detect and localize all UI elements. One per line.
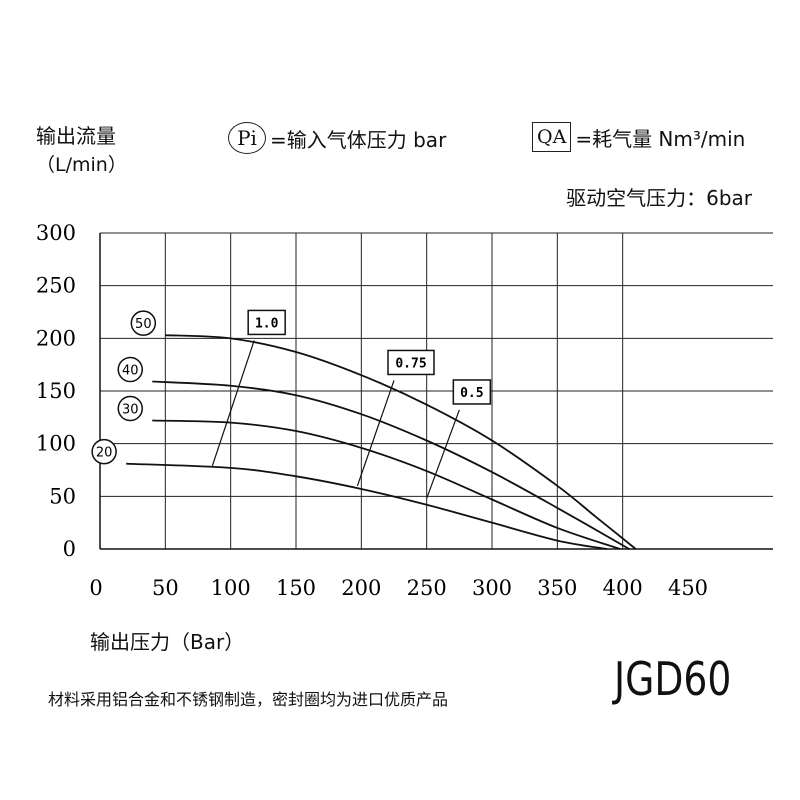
- pi-symbol: Pi: [228, 122, 266, 154]
- qa-label-box: [247, 309, 286, 336]
- qa-line: [426, 409, 460, 499]
- legend-pi-text: =输入气体压力 bar: [270, 127, 447, 152]
- x-tick-label: 400: [603, 576, 643, 600]
- drive-pressure: 驱动空气压力：6bar: [566, 186, 752, 210]
- y-axis-unit: （L/min）: [36, 154, 127, 176]
- series-label-circle: [117, 395, 144, 422]
- x-tick-label: 200: [341, 576, 381, 600]
- series-label: 20: [96, 446, 113, 461]
- qa-line: [211, 340, 255, 466]
- series-label-circle: [117, 356, 144, 383]
- series-line-50: [165, 334, 637, 550]
- y-tick-label: 200: [36, 326, 76, 350]
- y-tick-label: 150: [36, 379, 76, 403]
- x-tick-label: 0: [89, 576, 102, 600]
- x-axis-title: 输出压力（Bar）: [90, 630, 245, 654]
- series-label: 30: [122, 402, 139, 417]
- legend-qa-text: =耗气量 Nm³/min: [575, 126, 746, 151]
- series-label: 50: [135, 317, 152, 332]
- x-tick-label: 350: [537, 576, 577, 600]
- qa-label: 0.75: [395, 356, 426, 371]
- qa-symbol: QA: [532, 122, 572, 152]
- series-label: 40: [122, 364, 139, 379]
- qa-line: [356, 380, 395, 486]
- series-label-circle: [91, 438, 117, 465]
- y-tick-label: 300: [36, 221, 76, 245]
- legend-pi: Pi =输入气体压力 bar: [228, 122, 446, 154]
- x-tick-label: 250: [407, 576, 447, 600]
- y-tick-label: 50: [49, 484, 76, 508]
- legend-qa: QA =耗气量 Nm³/min: [532, 122, 745, 152]
- qa-label: 1.0: [255, 316, 279, 331]
- qa-label-box: [387, 349, 435, 376]
- x-tick-label: 300: [472, 576, 512, 600]
- series-line-20: [126, 462, 608, 550]
- qa-label: 0.5: [460, 386, 483, 401]
- series-line-30: [152, 419, 621, 550]
- x-tick-label: 150: [276, 576, 316, 600]
- footnote: 材料采用铝合金和不锈钢制造，密封圈均为进口优质产品: [48, 690, 449, 709]
- qa-label-box: [452, 379, 492, 405]
- y-tick-label: 0: [63, 537, 76, 561]
- y-axis-title: 输出流量: [36, 124, 116, 148]
- series-label-circle: [130, 310, 157, 336]
- y-tick-label: 100: [36, 432, 76, 456]
- x-tick-label: 450: [668, 576, 708, 600]
- model-name: JGD60: [614, 652, 732, 706]
- x-tick-label: 100: [211, 576, 251, 600]
- x-tick-label: 50: [152, 576, 179, 600]
- y-tick-label: 250: [36, 274, 76, 298]
